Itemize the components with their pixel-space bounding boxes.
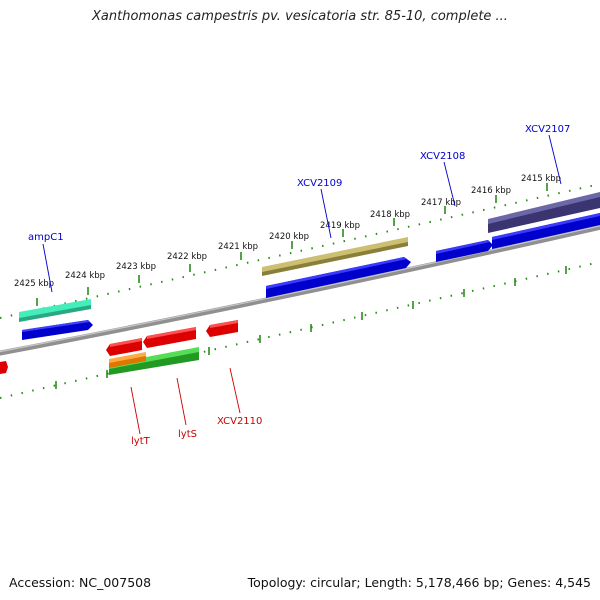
label-lytS[interactable]: lytS xyxy=(178,429,197,440)
cds-XCV2109[interactable] xyxy=(266,257,411,298)
kbp-label: 2415 kbp xyxy=(521,174,561,184)
label-XCV2109[interactable]: XCV2109 xyxy=(297,178,342,189)
leader-line-lytT xyxy=(130,386,141,435)
kbp-label: 2419 kbp xyxy=(320,221,360,231)
genome-stats-text: Topology: circular; Length: 5,178,466 bp… xyxy=(247,575,591,590)
leader-line-XCV2109 xyxy=(320,188,332,239)
leader-line-XCV2108 xyxy=(443,161,456,207)
cds-reverse-edge[interactable] xyxy=(0,361,8,374)
reverse-gene-labels: lytT lytS XCV2110 xyxy=(130,367,262,447)
accession-text: Accession: NC_007508 xyxy=(9,575,152,590)
kbp-label: 2425 kbp xyxy=(14,279,54,289)
label-XCV2108[interactable]: XCV2108 xyxy=(420,151,465,162)
forward-genes[interactable] xyxy=(19,192,600,340)
genome-backbone-highlight xyxy=(0,225,600,353)
cds-lytT-highlight xyxy=(110,338,142,347)
genome-backbone xyxy=(0,224,600,356)
leader-line-XCV2107 xyxy=(548,134,562,185)
cds-XCV2107-highlight xyxy=(492,213,600,240)
outer-major-ticks xyxy=(36,183,548,306)
kbp-tick-labels: 2425 kbp 2424 kbp 2423 kbp 2422 kbp 2421… xyxy=(14,174,561,289)
kbp-label: 2423 kbp xyxy=(116,262,156,272)
cds-XCV2108[interactable] xyxy=(436,240,493,262)
gene-ampC1-band-top xyxy=(19,299,91,318)
kbp-label: 2424 kbp xyxy=(65,271,105,281)
outer-tick-ring xyxy=(0,183,600,319)
label-lytT[interactable]: lytT xyxy=(131,436,151,447)
cds-XCV2109-highlight xyxy=(266,257,407,289)
kbp-label: 2421 kbp xyxy=(218,242,258,252)
kbp-label: 2416 kbp xyxy=(471,186,511,196)
label-ampC1[interactable]: ampC1 xyxy=(28,232,64,243)
gene-XCV2109-band-top xyxy=(262,237,408,272)
leader-line-XCV2110 xyxy=(229,367,241,414)
cds-XCV2110-highlight xyxy=(210,320,238,328)
leader-line-ampC1 xyxy=(42,243,53,293)
label-XCV2107[interactable]: XCV2107 xyxy=(525,124,570,135)
gene-lytT-band-top xyxy=(109,352,146,363)
cds-ampC1-highlight xyxy=(22,320,90,332)
label-XCV2110[interactable]: XCV2110 xyxy=(217,416,262,427)
kbp-label: 2417 kbp xyxy=(421,198,461,208)
leader-line-lytS xyxy=(176,377,187,426)
cds-lytS-highlight xyxy=(147,327,196,339)
gene-XCV2107-band-top xyxy=(488,192,600,224)
cds-XCV2108-highlight xyxy=(436,240,490,254)
map-title: Xanthomonas campestris pv. vesicatoria s… xyxy=(92,9,508,24)
kbp-label: 2422 kbp xyxy=(167,252,207,262)
kbp-label: 2418 kbp xyxy=(370,210,410,220)
kbp-label: 2420 kbp xyxy=(269,232,309,242)
reverse-genes[interactable] xyxy=(0,320,238,375)
cds-ampC1[interactable] xyxy=(22,320,93,340)
forward-gene-labels: ampC1 XCV2109 XCV2108 XCV2107 xyxy=(28,124,570,293)
